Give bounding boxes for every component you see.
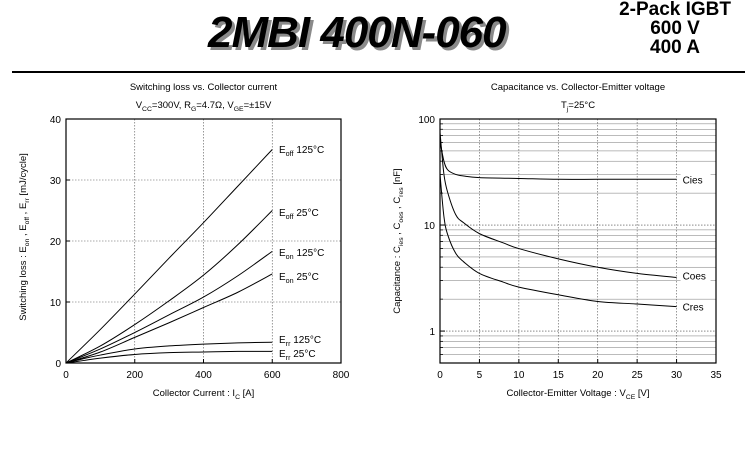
x-tick-label: 0 <box>437 370 443 381</box>
capacitance-chart: Capacitance vs. Collector-Emitter voltag… <box>392 82 722 401</box>
y-tick-label: 10 <box>50 298 62 309</box>
series-label-bg <box>680 173 711 187</box>
x-tick-label: 0 <box>63 370 69 381</box>
y-tick-label: 30 <box>50 176 62 187</box>
x-tick-label: 35 <box>710 370 722 381</box>
y-tick-label: 0 <box>55 359 61 370</box>
series-label-bg <box>680 269 711 283</box>
plot-frame <box>439 118 717 364</box>
chart-title: Capacitance vs. Collector-Emitter voltag… <box>491 82 665 93</box>
y-tick-label: 100 <box>418 115 435 126</box>
y-tick-label: 40 <box>50 115 62 126</box>
y-axis-label: Capacitance : Cies , Coes , Cres [nF] <box>392 168 405 313</box>
series-label-5: Err 25°C <box>279 349 316 362</box>
series-label-4: Err 125°C <box>279 335 321 348</box>
x-axis-label: Collector Current : IC [A] <box>153 388 255 401</box>
chart-conditions: VCC=300V, RG=4.7Ω, VGE=±15V <box>136 100 272 113</box>
series-label-2: Cres <box>683 303 704 314</box>
y-tick-label: 10 <box>424 221 436 232</box>
x-tick-label: 600 <box>264 370 281 381</box>
x-tick-label: 200 <box>126 370 143 381</box>
series-label-1: Eoff 25°C <box>279 208 319 221</box>
series-label-bg <box>680 300 711 314</box>
device-spec: 2-Pack IGBT 600 V 400 A <box>619 0 731 57</box>
series-line-2 <box>439 174 677 308</box>
y-tick-label: 1 <box>429 327 435 338</box>
y-tick-label: 20 <box>50 237 62 248</box>
x-tick-label: 10 <box>513 370 525 381</box>
x-axis-label: Collector-Emitter Voltage : VCE [V] <box>506 388 649 401</box>
series-label-1: Coes <box>683 272 706 283</box>
series-label-2: Eon 125°C <box>279 248 324 261</box>
switching-loss-chart: Switching loss vs. Collector current VCC=… <box>18 82 350 401</box>
x-tick-label: 5 <box>477 370 483 381</box>
x-tick-label: 400 <box>195 370 212 381</box>
x-tick-label: 20 <box>592 370 604 381</box>
x-tick-label: 15 <box>553 370 565 381</box>
series-line-4 <box>65 341 273 364</box>
series-line-2 <box>65 250 273 364</box>
page-title: 2MBI 400N-060 <box>208 8 507 57</box>
spec-type: 2-Pack IGBT <box>619 0 731 20</box>
spec-current: 400 A <box>650 37 701 58</box>
series-line-0 <box>439 140 677 180</box>
header-divider <box>12 71 745 73</box>
plot-frame <box>65 118 342 364</box>
x-tick-label: 30 <box>671 370 683 381</box>
series-label-0: Cies <box>683 175 703 186</box>
spec-voltage: 600 V <box>650 18 700 39</box>
chart-conditions: Tj=25°C <box>561 100 595 113</box>
series-line-1 <box>65 210 273 364</box>
series-label-0: Eoff 125°C <box>279 145 324 158</box>
y-axis-label: Switching loss : Eon , Eoff , Err [mJ/cy… <box>18 153 31 321</box>
chart-title: Switching loss vs. Collector current <box>130 82 278 93</box>
series-line-0 <box>65 149 273 364</box>
series-line-5 <box>65 350 273 364</box>
x-tick-label: 25 <box>632 370 644 381</box>
series-line-1 <box>439 132 677 279</box>
x-tick-label: 800 <box>333 370 350 381</box>
series-label-3: Eon 25°C <box>279 272 319 285</box>
series-line-3 <box>65 273 273 364</box>
